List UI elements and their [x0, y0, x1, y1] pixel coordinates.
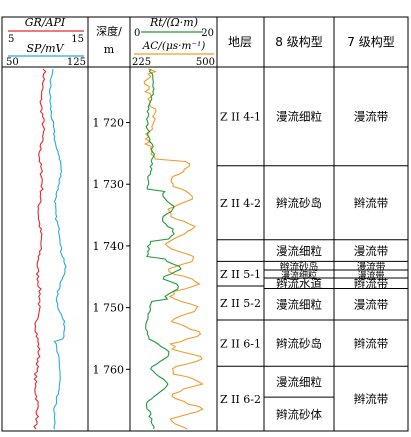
layer-cell-label: Z II 6-2 — [220, 393, 261, 406]
depth-tick-label: 1 750 — [93, 302, 125, 315]
config8-cell-label: 辫流水道 — [276, 277, 322, 291]
gr-min-label: 5 — [8, 34, 14, 45]
depth-tick-label: 1 740 — [93, 240, 125, 253]
depth-axis-label: 深度/ — [96, 24, 122, 38]
config8-cell-label: 漫流细粒 — [276, 110, 322, 124]
table-frame — [1, 16, 409, 432]
gr-sp-track — [33, 68, 67, 430]
config7-cell-label: 漫流带 — [354, 244, 389, 258]
config7-cell-label: 辫流带 — [354, 196, 389, 210]
rt-curve — [145, 68, 182, 430]
config7-cell-label: 漫流带 — [354, 298, 389, 312]
layer-cell-label: Z II 6-1 — [220, 337, 261, 350]
depth-ticks: 1 720 1 730 1 740 1 750 1 760 — [93, 117, 130, 376]
rt-min-label: 0 — [134, 28, 140, 39]
depth-unit-label: m — [104, 43, 115, 56]
config8-cell-label: 辫流砂岛 — [276, 196, 322, 210]
sp-axis-label: SP/mV — [26, 42, 64, 55]
layer-cells: Z II 4-1 Z II 4-2 Z II 5-1 Z II 5-2 Z II 6-1… — [217, 111, 264, 406]
config8-cell-label: 辫流砂体 — [276, 407, 322, 421]
layer-cell-label: Z II 5-2 — [220, 297, 261, 310]
sp-max-label: 125 — [67, 57, 86, 68]
gr-curve — [33, 68, 47, 430]
config7-cell-label: 辫流带 — [354, 336, 389, 350]
depth-tick-label: 1 760 — [93, 363, 125, 376]
config8-cell-label: 辫流砂岛 — [276, 336, 322, 350]
layer-cell-label: Z II 4-1 — [220, 111, 261, 124]
config7-cell-label: 辫流带 — [354, 392, 389, 406]
depth-header: 深度/ m — [96, 24, 122, 56]
config8-cell-label: 漫流细粒 — [276, 244, 322, 258]
layer-cell-label: Z II 4-2 — [220, 197, 261, 210]
rt-ac-header: Rt/(Ω·m) 0 20 AC/(μs·m⁻¹) 225 500 — [132, 16, 215, 68]
sp-min-label: 50 — [6, 57, 19, 68]
config7-column-header: 7 级构型 — [347, 34, 394, 49]
config8-column-header: 8 级构型 — [275, 34, 322, 49]
depth-tick-label: 1 730 — [93, 178, 125, 191]
sp-curve — [48, 68, 67, 430]
ac-min-label: 225 — [132, 57, 151, 68]
gr-max-label: 15 — [71, 34, 84, 45]
ac-curve — [143, 68, 204, 430]
ac-max-label: 500 — [196, 57, 215, 68]
rt-axis-label: Rt/(Ω·m) — [149, 16, 198, 29]
config7-cell-label: 辫流带 — [354, 277, 388, 291]
depth-tick-label: 1 720 — [93, 117, 125, 130]
gr-sp-header: GR/API 5 15 SP/mV 50 125 — [6, 16, 86, 68]
rt-max-label: 20 — [201, 28, 214, 39]
config7-cell-label: 漫流带 — [354, 110, 389, 124]
rt-ac-track — [143, 68, 204, 430]
layer-column-header: 地层 — [228, 35, 252, 49]
layer-cell-label: Z II 5-1 — [220, 268, 261, 281]
config8-cell-label: 漫流细粒 — [276, 375, 322, 389]
config8-cell-label: 漫流细粒 — [276, 298, 322, 312]
gr-axis-label: GR/API — [25, 16, 66, 29]
ac-axis-label: AC/(μs·m⁻¹) — [142, 40, 206, 52]
